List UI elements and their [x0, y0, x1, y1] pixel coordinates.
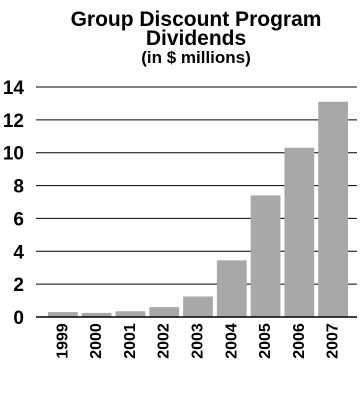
- y-tick-label: 8: [13, 177, 24, 198]
- bar-2002: [149, 307, 180, 317]
- bar-2000: [81, 312, 112, 317]
- y-axis-tick-labels: 0 2 4 6 8 10 12 14: [3, 78, 25, 329]
- x-tick-label: 1999: [54, 323, 71, 359]
- x-tick-label: 2004: [223, 323, 240, 359]
- x-tick-label: 2006: [291, 323, 308, 359]
- bar-2003: [183, 296, 213, 317]
- x-tick-label: 2002: [156, 323, 173, 359]
- y-tick-label: 14: [3, 78, 25, 99]
- x-axis-tick-labels: 1999 2000 2001 2002 2003 2004 2005 2006 2007: [54, 323, 341, 359]
- chart-title: Group Discount Program: [71, 8, 322, 31]
- y-tick-label: 6: [13, 209, 24, 230]
- bar-2007: [318, 101, 348, 318]
- bar-1999: [48, 312, 78, 317]
- x-tick-label: 2005: [257, 323, 274, 359]
- bars: [36, 101, 357, 318]
- y-tick-label: 0: [13, 308, 24, 329]
- x-tick-label: 2000: [88, 323, 105, 359]
- bar-2006: [284, 147, 315, 317]
- y-tick-label: 4: [13, 242, 24, 263]
- y-tick-label: 12: [3, 111, 24, 132]
- chart-title-line-2: Dividends: [146, 27, 246, 50]
- chart-subtitle: (in $ millions): [141, 48, 251, 67]
- y-tick-label: 2: [13, 275, 24, 296]
- x-tick-label: 2001: [122, 323, 139, 359]
- bar-2004: [216, 260, 247, 317]
- bar-2001: [115, 311, 146, 317]
- bar-2005: [250, 195, 281, 317]
- x-tick-label: 2003: [190, 323, 207, 359]
- y-tick-label: 10: [3, 144, 24, 165]
- x-tick-label: 2007: [325, 323, 342, 359]
